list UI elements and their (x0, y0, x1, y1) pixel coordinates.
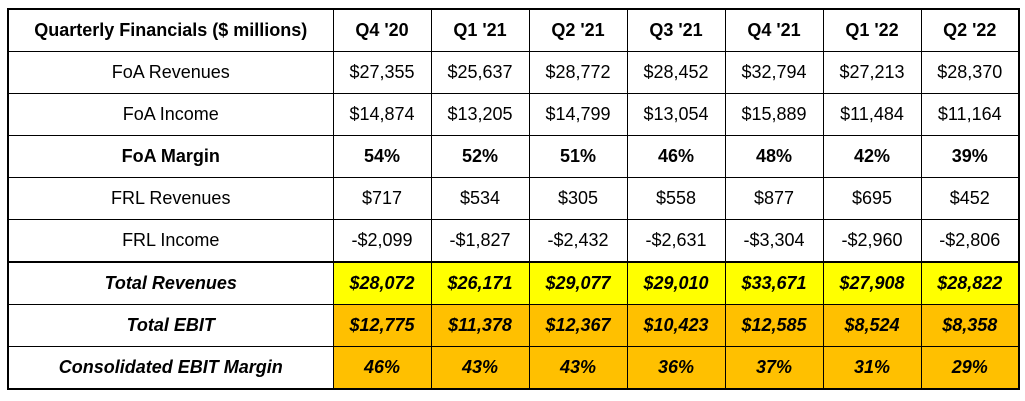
table-cell: -$1,827 (430, 219, 530, 263)
quarter-header: Q1 '22 (822, 8, 922, 52)
table-cell: -$3,304 (724, 219, 824, 263)
table-cell: $717 (332, 177, 432, 220)
table-cell: $12,775 (332, 304, 432, 347)
table-row-foa-revenues: FoA Revenues $27,355 $25,637 $28,772 $28… (7, 51, 1020, 94)
table-cell: 52% (430, 135, 530, 178)
table-cell: 43% (430, 346, 530, 390)
table-cell: -$2,631 (626, 219, 726, 263)
row-label: FoA Income (7, 93, 334, 136)
table-row-foa-margin: FoA Margin 54% 52% 51% 46% 48% 42% 39% (7, 135, 1020, 178)
table-cell: -$2,432 (528, 219, 628, 263)
row-label: FoA Revenues (7, 51, 334, 94)
quarter-header: Q4 '21 (724, 8, 824, 52)
table-cell: 46% (332, 346, 432, 390)
quarterly-financials-table: Quarterly Financials ($ millions) Q4 '20… (7, 8, 1020, 390)
table-cell: $11,378 (430, 304, 530, 347)
table-row-frl-revenues: FRL Revenues $717 $534 $305 $558 $877 $6… (7, 177, 1020, 220)
table-cell: $27,213 (822, 51, 922, 94)
table-cell: 46% (626, 135, 726, 178)
table-cell: $28,452 (626, 51, 726, 94)
table-cell: $14,799 (528, 93, 628, 136)
table-row-consolidated-ebit-margin: Consolidated EBIT Margin 46% 43% 43% 36%… (7, 346, 1020, 390)
table-cell: $877 (724, 177, 824, 220)
table-cell: 51% (528, 135, 628, 178)
row-label: Total Revenues (7, 261, 334, 305)
table-cell: $29,010 (626, 261, 726, 305)
row-label: FRL Income (7, 219, 334, 263)
table-cell: 48% (724, 135, 824, 178)
table-cell: -$2,960 (822, 219, 922, 263)
table-cell: $558 (626, 177, 726, 220)
table-cell: $8,358 (920, 304, 1020, 347)
table-cell: -$2,099 (332, 219, 432, 263)
table-cell: $28,772 (528, 51, 628, 94)
quarter-header: Q2 '21 (528, 8, 628, 52)
table-cell: $32,794 (724, 51, 824, 94)
quarter-header: Q1 '21 (430, 8, 530, 52)
row-label: FRL Revenues (7, 177, 334, 220)
table-cell: $27,355 (332, 51, 432, 94)
table-cell: $452 (920, 177, 1020, 220)
table-cell: $14,874 (332, 93, 432, 136)
header-label: Quarterly Financials ($ millions) (7, 8, 334, 52)
table-cell: $29,077 (528, 261, 628, 305)
table-cell: $10,423 (626, 304, 726, 347)
table-cell: $12,367 (528, 304, 628, 347)
quarter-header: Q2 '22 (920, 8, 1020, 52)
table-cell: $27,908 (822, 261, 922, 305)
quarter-header: Q3 '21 (626, 8, 726, 52)
table-cell: $11,484 (822, 93, 922, 136)
table-row-foa-income: FoA Income $14,874 $13,205 $14,799 $13,0… (7, 93, 1020, 136)
row-label: Total EBIT (7, 304, 334, 347)
table-cell: $33,671 (724, 261, 824, 305)
table-cell: 42% (822, 135, 922, 178)
table-row-frl-income: FRL Income -$2,099 -$1,827 -$2,432 -$2,6… (7, 219, 1020, 263)
table-cell: 43% (528, 346, 628, 390)
table-cell: $28,072 (332, 261, 432, 305)
table-cell: $695 (822, 177, 922, 220)
table-cell: $28,370 (920, 51, 1020, 94)
table-cell: $25,637 (430, 51, 530, 94)
table-cell: $8,524 (822, 304, 922, 347)
row-label: Consolidated EBIT Margin (7, 346, 334, 390)
table-cell: $11,164 (920, 93, 1020, 136)
table-cell: -$2,806 (920, 219, 1020, 263)
table-cell: $13,205 (430, 93, 530, 136)
table-row-total-revenues: Total Revenues $28,072 $26,171 $29,077 $… (7, 261, 1020, 305)
table-cell: $26,171 (430, 261, 530, 305)
table-cell: 39% (920, 135, 1020, 178)
table-cell: $305 (528, 177, 628, 220)
table-cell: $15,889 (724, 93, 824, 136)
quarter-header: Q4 '20 (332, 8, 432, 52)
table-cell: 37% (724, 346, 824, 390)
table-cell: $13,054 (626, 93, 726, 136)
table-cell: 36% (626, 346, 726, 390)
table-cell: $28,822 (920, 261, 1020, 305)
table-cell: $534 (430, 177, 530, 220)
table-cell: $12,585 (724, 304, 824, 347)
row-label: FoA Margin (7, 135, 334, 178)
financials-table-container: Quarterly Financials ($ millions) Q4 '20… (7, 8, 1020, 390)
header-row: Quarterly Financials ($ millions) Q4 '20… (7, 8, 1020, 52)
table-row-total-ebit: Total EBIT $12,775 $11,378 $12,367 $10,4… (7, 304, 1020, 347)
table-cell: 29% (920, 346, 1020, 390)
table-cell: 31% (822, 346, 922, 390)
table-cell: 54% (332, 135, 432, 178)
